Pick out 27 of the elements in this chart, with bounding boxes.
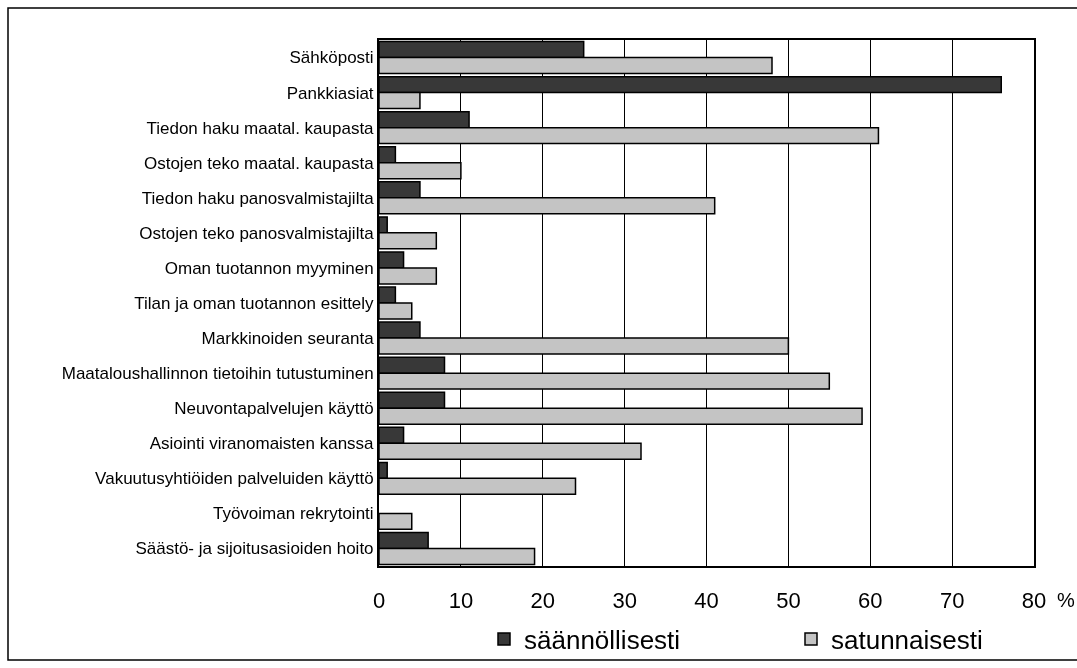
x-tick-label: 10 (448, 588, 474, 614)
x-tick-label: 30 (612, 588, 637, 614)
y-tick-label: Säästö- ja sijoitusasioiden hoito (135, 539, 374, 559)
y-tick-label: Markkinoiden seuranta (201, 329, 375, 349)
x-tick-label: 20 (530, 588, 555, 614)
y-tick-label: Ostojen teko maatal. kaupasta (143, 153, 375, 173)
y-tick-label: Vakuutusyhtiöiden palveluiden käyttö (95, 469, 374, 489)
y-tick-label: Asiointi viranomaisten kanssa (149, 434, 375, 454)
x-tick-label: 0 (372, 588, 386, 614)
y-tick-label: Pankkiasiat (286, 83, 374, 103)
y-tick-label: Oman tuotannon myyminen (164, 258, 374, 278)
y-tick-label: Työvoiman rekrytointi (212, 504, 374, 524)
x-tick-label: 40 (694, 588, 719, 614)
y-tick-label: Sähköposti (289, 48, 374, 68)
legend-label: säännöllisesti (524, 625, 681, 656)
y-tick-label: Tiedon haku maatal. kaupasta (146, 118, 375, 138)
y-tick-label: Maataloushallinnon tietoihin tutustuminen (61, 364, 374, 384)
y-tick-label: Tilan ja oman tuotannon esittely (134, 293, 375, 313)
legend-label: satunnaisesti (831, 625, 983, 656)
y-tick-label: Tiedon haku panosvalmistajilta (141, 188, 375, 208)
x-tick-label: 80 (1021, 588, 1047, 614)
x-tick-label: 60 (858, 588, 883, 614)
x-tick-label: 70 (939, 588, 965, 614)
y-tick-label: Ostojen teko panosvalmistajilta (139, 223, 375, 243)
y-tick-label: Neuvontapalvelujen käyttö (174, 399, 374, 419)
x-axis-title: % (1057, 589, 1075, 611)
x-tick-label: 50 (776, 588, 801, 614)
